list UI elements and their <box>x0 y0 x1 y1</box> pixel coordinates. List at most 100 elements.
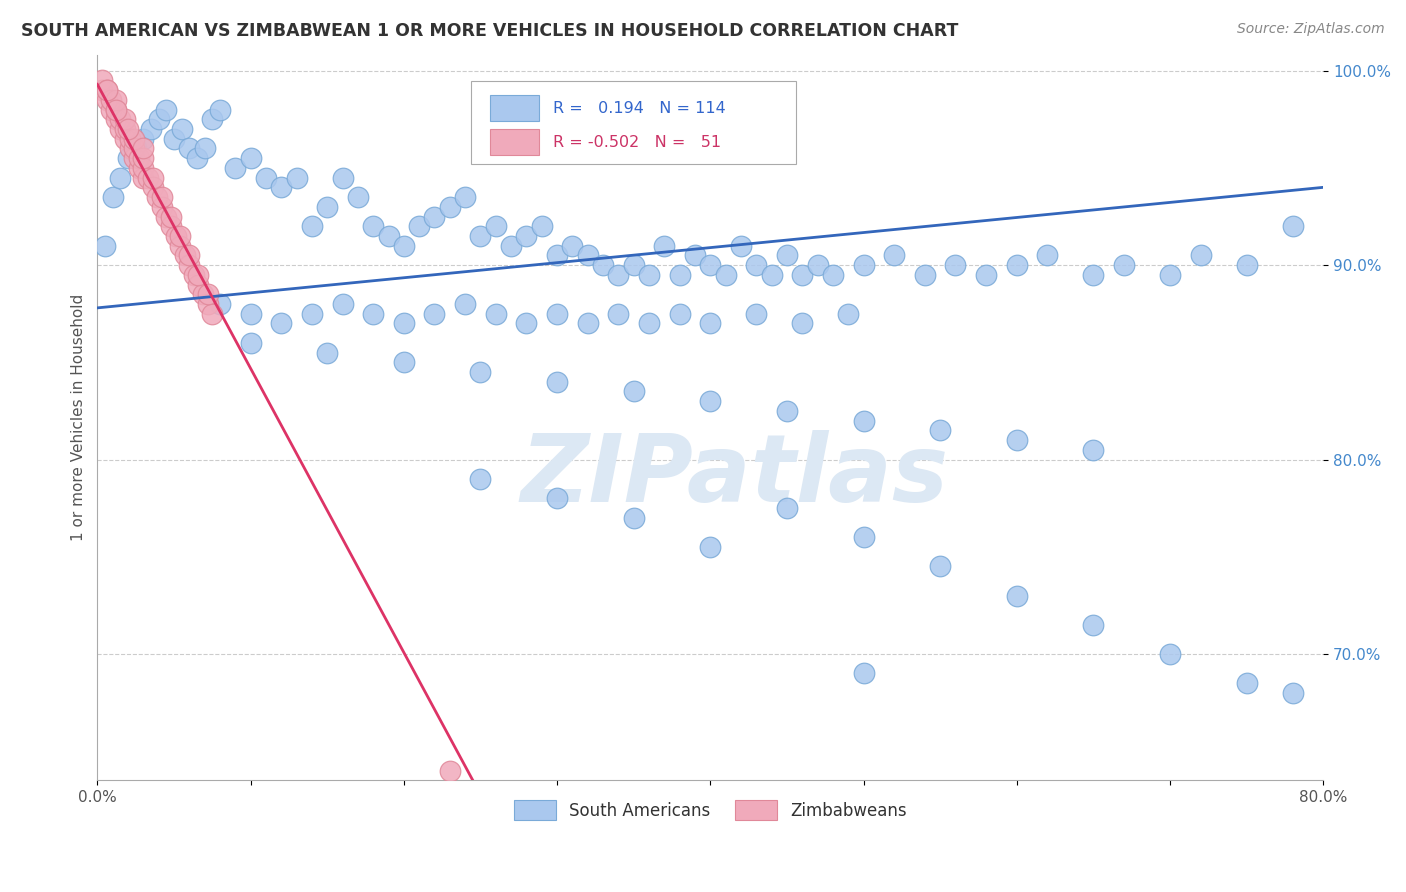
Point <box>165 229 187 244</box>
Point <box>118 141 141 155</box>
Point <box>929 559 952 574</box>
Text: SOUTH AMERICAN VS ZIMBABWEAN 1 OR MORE VEHICLES IN HOUSEHOLD CORRELATION CHART: SOUTH AMERICAN VS ZIMBABWEAN 1 OR MORE V… <box>21 22 959 40</box>
Point <box>117 122 139 136</box>
Point <box>332 297 354 311</box>
Point <box>208 297 231 311</box>
Point <box>699 540 721 554</box>
Point <box>132 151 155 165</box>
Point <box>1083 442 1105 457</box>
Point <box>117 151 139 165</box>
Point <box>128 161 150 175</box>
Point <box>114 122 136 136</box>
Point <box>118 132 141 146</box>
Point <box>150 200 173 214</box>
Point <box>1159 647 1181 661</box>
Point <box>187 277 209 292</box>
Point <box>316 345 339 359</box>
Point <box>201 112 224 127</box>
Point <box>179 258 201 272</box>
Point <box>654 238 676 252</box>
Point <box>821 268 844 282</box>
Point <box>114 112 136 127</box>
Point <box>776 404 799 418</box>
Point <box>546 248 568 262</box>
Point <box>361 219 384 234</box>
Point <box>170 122 193 136</box>
Point <box>408 219 430 234</box>
Point <box>194 141 217 155</box>
Point <box>470 365 492 379</box>
Point <box>155 210 177 224</box>
Legend: South Americans, Zimbabweans: South Americans, Zimbabweans <box>508 794 914 826</box>
Point <box>1083 617 1105 632</box>
Point <box>470 229 492 244</box>
Point <box>501 238 523 252</box>
Point <box>929 423 952 437</box>
Point <box>530 219 553 234</box>
Point <box>141 170 163 185</box>
Point <box>1236 676 1258 690</box>
Point <box>104 103 127 117</box>
Point <box>163 132 186 146</box>
Point <box>183 268 205 282</box>
Point <box>546 375 568 389</box>
Point <box>197 297 219 311</box>
Point <box>1112 258 1135 272</box>
Point <box>224 161 246 175</box>
Point <box>239 151 262 165</box>
Point <box>454 190 477 204</box>
Point <box>96 93 118 107</box>
Point <box>96 83 118 97</box>
Point <box>110 112 132 127</box>
Bar <box>489 129 538 155</box>
Point <box>470 472 492 486</box>
Point <box>668 268 690 282</box>
Point <box>423 307 446 321</box>
Point <box>1005 258 1028 272</box>
Point <box>169 229 191 244</box>
Point <box>515 317 537 331</box>
Point <box>197 287 219 301</box>
Point <box>136 170 159 185</box>
Point <box>124 141 146 155</box>
Point <box>148 112 170 127</box>
Text: R = -0.502   N =   51: R = -0.502 N = 51 <box>554 135 721 150</box>
Point <box>392 317 415 331</box>
Point <box>94 238 117 252</box>
Point <box>128 151 150 165</box>
Point <box>104 103 127 117</box>
Point <box>132 132 155 146</box>
Point <box>515 229 537 244</box>
Point <box>623 258 645 272</box>
Point <box>377 229 399 244</box>
Point <box>132 161 155 175</box>
Point <box>122 151 145 165</box>
Point <box>883 248 905 262</box>
Point <box>761 268 783 282</box>
Point <box>792 268 814 282</box>
Point <box>201 307 224 321</box>
Point <box>91 73 114 87</box>
Point <box>792 317 814 331</box>
Point <box>607 268 630 282</box>
Point <box>132 141 155 155</box>
Point <box>254 170 277 185</box>
Point <box>186 151 208 165</box>
Point <box>1005 433 1028 447</box>
Point <box>122 141 145 155</box>
Point <box>699 258 721 272</box>
Point <box>699 394 721 409</box>
Point <box>1281 686 1303 700</box>
Point <box>485 219 508 234</box>
Point <box>1189 248 1212 262</box>
Point <box>301 307 323 321</box>
Point <box>122 132 145 146</box>
Point <box>806 258 828 272</box>
Point <box>101 190 124 204</box>
Point <box>776 248 799 262</box>
Point <box>714 268 737 282</box>
Point <box>160 219 183 234</box>
Point <box>316 200 339 214</box>
Point <box>1281 219 1303 234</box>
Point <box>623 511 645 525</box>
